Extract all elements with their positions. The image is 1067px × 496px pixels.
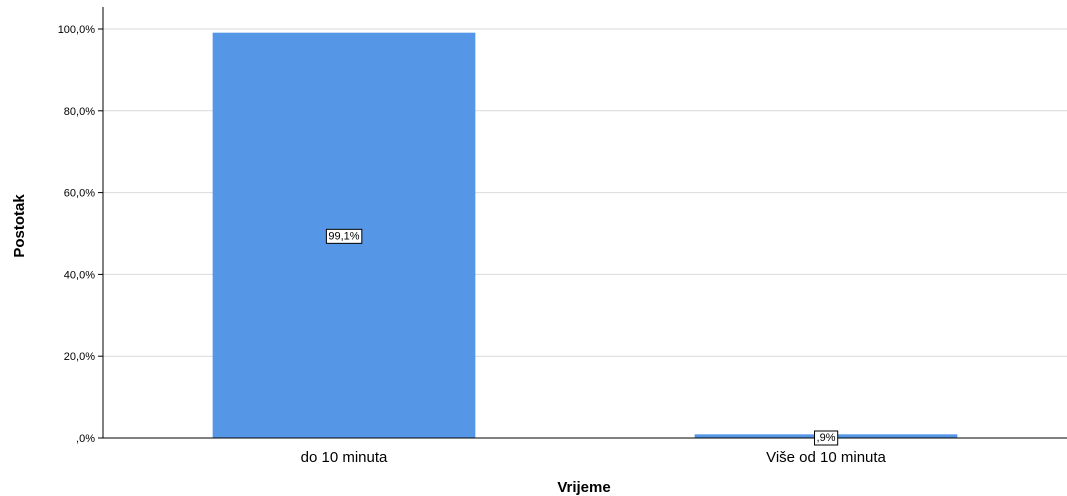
y-tick-label: 40,0% [64, 269, 95, 281]
y-tick-label: ,0% [76, 433, 95, 445]
data-labels: 99,1% ,9% [325, 228, 839, 446]
axes [102, 7, 1067, 439]
data-label: 99,1% [328, 230, 359, 242]
bars [212, 32, 958, 438]
x-category-labels: do 10 minuta Više od 10 minuta [301, 449, 887, 466]
y-tick-label: 80,0% [64, 106, 95, 118]
data-label: ,9% [817, 432, 836, 444]
data-label-box [814, 430, 839, 446]
data-label-group: ,9% [814, 430, 839, 446]
y-axis-title: Postotak [11, 194, 28, 258]
y-tick-label: 100,0% [58, 24, 96, 36]
y-tick-label: 20,0% [64, 351, 95, 363]
x-axis-title: Vrijeme [557, 479, 610, 496]
x-category-label: do 10 minuta [301, 449, 388, 466]
x-category-label: Više od 10 minuta [766, 449, 886, 466]
y-tick-label: 60,0% [64, 188, 95, 200]
y-tick-labels: ,0% 20,0% 40,0% 60,0% 80,0% 100,0% [58, 24, 103, 445]
data-label-box [325, 228, 363, 244]
data-label-group: 99,1% [325, 228, 363, 244]
